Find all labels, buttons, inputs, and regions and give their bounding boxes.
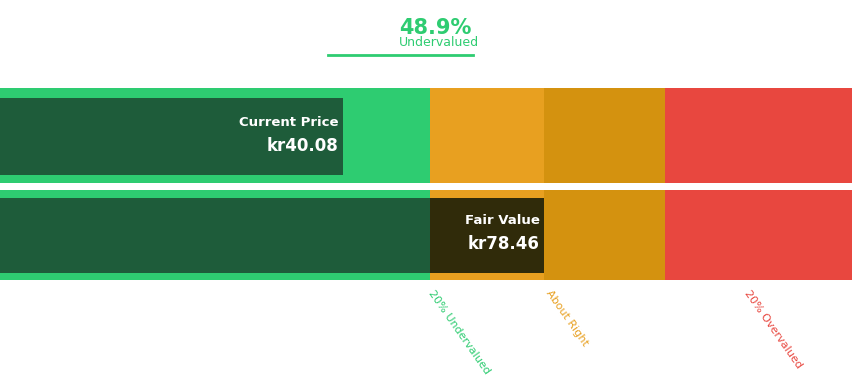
Bar <box>0 198 429 273</box>
Bar <box>665 88 852 183</box>
Text: 20% Overvalued: 20% Overvalued <box>741 288 803 370</box>
Bar <box>0 98 343 175</box>
Bar <box>429 198 544 273</box>
Text: 48.9%: 48.9% <box>399 18 471 38</box>
Bar <box>0 88 429 183</box>
Bar <box>429 190 544 280</box>
Text: kr78.46: kr78.46 <box>468 236 539 253</box>
Text: Current Price: Current Price <box>239 116 338 129</box>
Bar <box>0 190 429 280</box>
Text: Fair Value: Fair Value <box>464 214 539 227</box>
Text: Undervalued: Undervalued <box>399 36 479 49</box>
Bar <box>544 190 665 280</box>
Bar <box>665 190 852 280</box>
Text: kr40.08: kr40.08 <box>267 137 338 155</box>
Bar <box>429 88 544 183</box>
Text: 20% Undervalued: 20% Undervalued <box>425 288 491 375</box>
Bar <box>544 88 665 183</box>
Text: About Right: About Right <box>543 288 589 348</box>
